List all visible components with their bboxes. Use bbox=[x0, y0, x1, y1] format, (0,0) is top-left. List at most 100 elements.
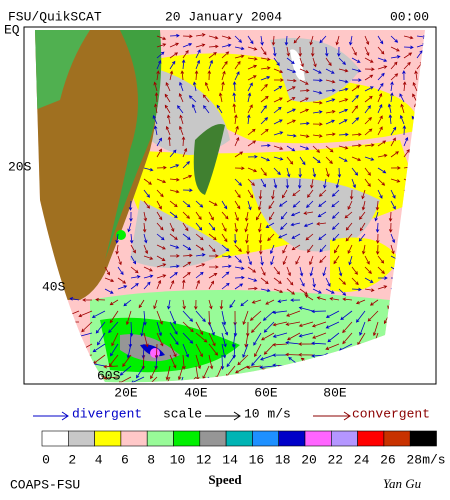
wind-vector bbox=[153, 299, 158, 310]
colorbar-tick: 0 bbox=[42, 452, 50, 467]
wind-vector bbox=[364, 57, 374, 63]
wind-vector bbox=[298, 46, 302, 57]
wind-vector bbox=[351, 78, 362, 82]
wind-vector bbox=[229, 299, 236, 309]
colorbar-swatch bbox=[357, 430, 385, 447]
wind-vector bbox=[291, 244, 301, 251]
wind-vector bbox=[335, 178, 340, 189]
wind-vector bbox=[117, 277, 127, 284]
wind-vector bbox=[312, 57, 317, 68]
wind-vector bbox=[377, 46, 385, 55]
wind-vector bbox=[351, 117, 360, 125]
lon-label: 20E bbox=[114, 385, 138, 400]
wind-vector bbox=[216, 104, 223, 114]
wind-vector bbox=[325, 145, 334, 153]
wind-vector bbox=[202, 94, 210, 103]
wind-vector bbox=[246, 114, 251, 125]
wind-vector bbox=[233, 233, 238, 244]
wind-vector bbox=[299, 57, 304, 68]
wind-vector bbox=[182, 161, 190, 169]
map bbox=[35, 30, 425, 383]
wind-vector bbox=[208, 200, 218, 206]
wind-vector bbox=[351, 132, 362, 137]
wind-vector bbox=[140, 321, 145, 337]
wind-vector bbox=[316, 296, 327, 301]
wind-vector bbox=[377, 104, 383, 114]
colorbar-tick: 22 bbox=[327, 452, 343, 467]
wind-vector bbox=[130, 283, 139, 290]
wind-vector bbox=[372, 321, 379, 337]
wind-vector bbox=[375, 244, 380, 255]
wind-vector bbox=[351, 46, 357, 56]
wind-vector bbox=[257, 200, 262, 211]
wind-vector bbox=[347, 200, 353, 210]
wind-vector bbox=[208, 233, 217, 241]
wind-vector bbox=[164, 93, 171, 103]
wind-vector bbox=[115, 244, 119, 255]
wind-vector bbox=[138, 299, 145, 309]
wind-vector bbox=[312, 68, 322, 74]
wind-vector bbox=[281, 189, 288, 199]
wind-vector bbox=[156, 35, 167, 40]
wind-vector bbox=[377, 82, 384, 92]
wind-vector bbox=[400, 103, 405, 114]
wind-vector bbox=[331, 200, 340, 208]
wind-vector bbox=[103, 376, 119, 380]
wind-vector bbox=[351, 156, 362, 162]
wind-vector bbox=[351, 57, 361, 63]
wind-vector bbox=[292, 200, 301, 208]
wind-vector bbox=[258, 222, 262, 233]
wind-vector bbox=[247, 46, 258, 51]
wind-vector bbox=[246, 365, 262, 370]
wind-vector bbox=[169, 254, 180, 258]
wind-vector bbox=[195, 332, 208, 343]
wind-vector bbox=[156, 165, 167, 170]
wind-vector bbox=[260, 95, 269, 103]
wind-vector bbox=[156, 189, 164, 198]
wind-vector bbox=[234, 178, 242, 186]
wind-vector bbox=[260, 167, 267, 177]
wind-vector bbox=[167, 299, 171, 310]
wind-vector bbox=[325, 310, 340, 318]
wind-vector bbox=[182, 271, 191, 279]
colorbar-tick: 12 bbox=[196, 452, 212, 467]
wind-vector bbox=[272, 321, 288, 327]
wind-vector bbox=[156, 43, 167, 48]
wind-vector bbox=[273, 178, 278, 189]
wind-vector bbox=[143, 200, 150, 209]
wind-vector bbox=[338, 145, 349, 150]
wind-vector bbox=[325, 110, 336, 114]
wind-vector bbox=[195, 211, 202, 221]
wind-vector bbox=[247, 154, 258, 159]
wind-vector bbox=[208, 52, 217, 59]
wind-vector bbox=[285, 340, 301, 345]
wind-vector bbox=[390, 61, 398, 70]
colorbar-swatch bbox=[252, 430, 279, 447]
wind-vector bbox=[271, 35, 276, 46]
wind-vector bbox=[299, 288, 308, 295]
wind-vector bbox=[403, 45, 414, 50]
wind-vector bbox=[260, 277, 269, 285]
wind-vector bbox=[234, 60, 241, 70]
wind-vector bbox=[242, 310, 249, 325]
colorbar-swatch bbox=[120, 430, 148, 447]
wind-vector bbox=[291, 233, 301, 239]
wind-vector bbox=[338, 266, 343, 277]
colorbar-tick: 8 bbox=[147, 452, 155, 467]
wind-vector bbox=[377, 255, 385, 264]
wind-vector bbox=[208, 35, 219, 40]
wind-vector bbox=[298, 321, 314, 328]
wind-vector bbox=[325, 343, 340, 350]
wind-vector bbox=[265, 222, 275, 228]
wind-vector bbox=[278, 233, 288, 239]
wind-vector bbox=[272, 353, 288, 357]
wind-vector bbox=[335, 35, 340, 46]
wind-vector bbox=[234, 222, 239, 233]
wind-vector bbox=[143, 281, 151, 290]
wind-vector bbox=[273, 145, 284, 150]
wind-vector bbox=[390, 200, 396, 210]
wind-vector bbox=[260, 57, 271, 61]
wind-vector bbox=[195, 244, 205, 251]
wind-vector bbox=[181, 59, 186, 70]
